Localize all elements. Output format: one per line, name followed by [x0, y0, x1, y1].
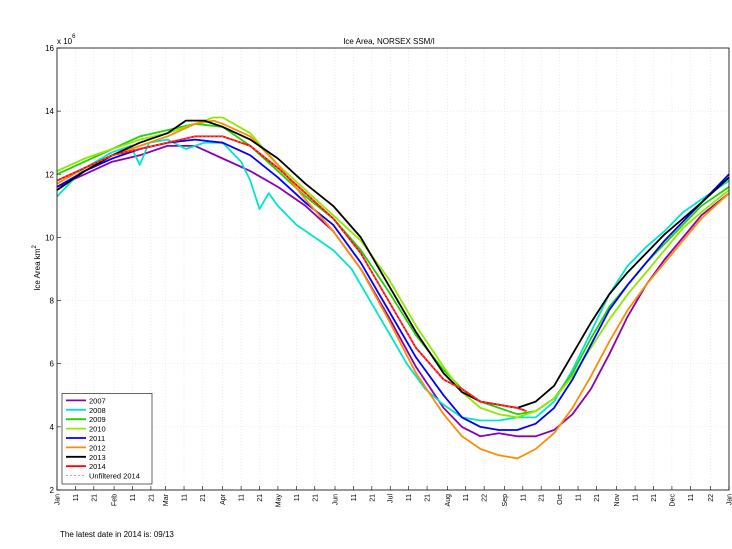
- x-tick-label: 11: [406, 494, 413, 501]
- x-tick-label: 11: [182, 494, 189, 501]
- y-exponent-power: 6: [72, 34, 76, 40]
- grid-lines: [56, 47, 730, 491]
- legend-entry: 2012: [89, 443, 106, 452]
- y-axis-label-sup: 2: [32, 245, 38, 249]
- y-exponent-base: x 10: [57, 37, 73, 46]
- x-tick-label: Jan: [727, 494, 732, 505]
- series-line-2012: [56, 119, 730, 460]
- x-tick-label: 11: [351, 494, 358, 501]
- x-tick-label: 11: [520, 494, 527, 501]
- x-tick-labels: Jan 11 21 Feb 11 21 Mar 11 21 Apr 11 21 May 11 21 Jun 11…: [55, 493, 732, 507]
- series-line-2013: [56, 119, 730, 409]
- legend-entry: 2008: [89, 406, 106, 415]
- x-tick-label: 11: [239, 494, 246, 501]
- x-tick-label: 21: [651, 494, 658, 502]
- series-lines: [56, 116, 730, 460]
- legend-entry: 2007: [89, 396, 106, 405]
- x-tick-label: 21: [425, 494, 432, 502]
- legend: 20072008200920102011201220132014Unfilter…: [61, 393, 153, 485]
- x-tick-label: 21: [369, 494, 376, 502]
- series-line-2009: [56, 122, 730, 416]
- legend-entry: Unfiltered 2014: [89, 472, 140, 481]
- x-tick-label: 11: [463, 494, 470, 501]
- legend-entry: 2011: [89, 434, 105, 443]
- y-tick-label: 2: [50, 486, 55, 495]
- series-line-2008: [56, 138, 730, 422]
- x-tick-label: 11: [294, 494, 301, 501]
- x-tick-label: 21: [200, 494, 207, 502]
- x-tick-label: Feb: [112, 494, 119, 506]
- x-tick-label: Apr: [220, 493, 227, 505]
- x-tick-label: Jun: [333, 494, 340, 505]
- x-tick-label: Aug: [445, 494, 452, 507]
- x-tick-label: 21: [91, 494, 98, 502]
- y-axis-label: Ice Area km2: [32, 245, 42, 291]
- x-tick-label: Oct: [557, 494, 564, 505]
- x-tick-label: 11: [688, 494, 695, 501]
- chart-title: Ice Area, NORSEX SSM/I: [343, 37, 435, 46]
- y-tick-label: 12: [45, 170, 54, 179]
- x-tick-label: 11: [130, 494, 137, 501]
- legend-entry: 2013: [89, 453, 106, 462]
- y-exponent-label: x 106: [57, 34, 76, 46]
- x-tick-label: Mar: [163, 493, 170, 506]
- x-tick-label: Sep: [502, 494, 509, 507]
- y-tick-labels: 2 4 6 8 10 12 14 16: [45, 44, 54, 495]
- x-tick-label: Jan: [55, 494, 62, 505]
- x-tick-label: 11: [73, 494, 80, 501]
- x-tick-label: 22: [482, 494, 489, 502]
- legend-entry: 2009: [89, 415, 106, 424]
- plot-frame: [56, 47, 730, 491]
- x-tick-label: 11: [633, 494, 640, 501]
- y-tick-label: 14: [45, 107, 54, 116]
- latest-date-note: The latest date in 2014 is: 09/13: [60, 530, 174, 539]
- series-line-2007: [56, 145, 730, 438]
- x-tick-label: 21: [539, 494, 546, 502]
- x-tick-label: Jul: [388, 494, 395, 503]
- y-tick-label: 10: [45, 233, 54, 242]
- x-tick-label: May: [275, 494, 282, 508]
- y-tick-label: 16: [45, 44, 54, 53]
- y-tick-label: 6: [50, 360, 55, 369]
- legend-entry: 2010: [89, 425, 106, 434]
- series-line-2010: [56, 116, 730, 419]
- x-tick-label: 21: [257, 494, 264, 502]
- y-axis-label-text: Ice Area km: [33, 248, 42, 291]
- legend-entry: 2014: [89, 462, 106, 471]
- x-tick-label: 22: [708, 494, 715, 502]
- series-line-2011: [56, 138, 730, 431]
- x-tick-label: 11: [576, 494, 583, 501]
- x-tick-label: Dec: [669, 494, 676, 507]
- x-tick-label: 21: [594, 494, 601, 502]
- y-tick-label: 8: [50, 297, 55, 306]
- series-line-unfiltered-2014: [56, 136, 527, 412]
- x-tick-label: 21: [312, 494, 319, 502]
- x-tick-label: Nov: [614, 494, 621, 507]
- y-tick-label: 4: [50, 423, 55, 432]
- x-tick-label: 21: [148, 494, 155, 502]
